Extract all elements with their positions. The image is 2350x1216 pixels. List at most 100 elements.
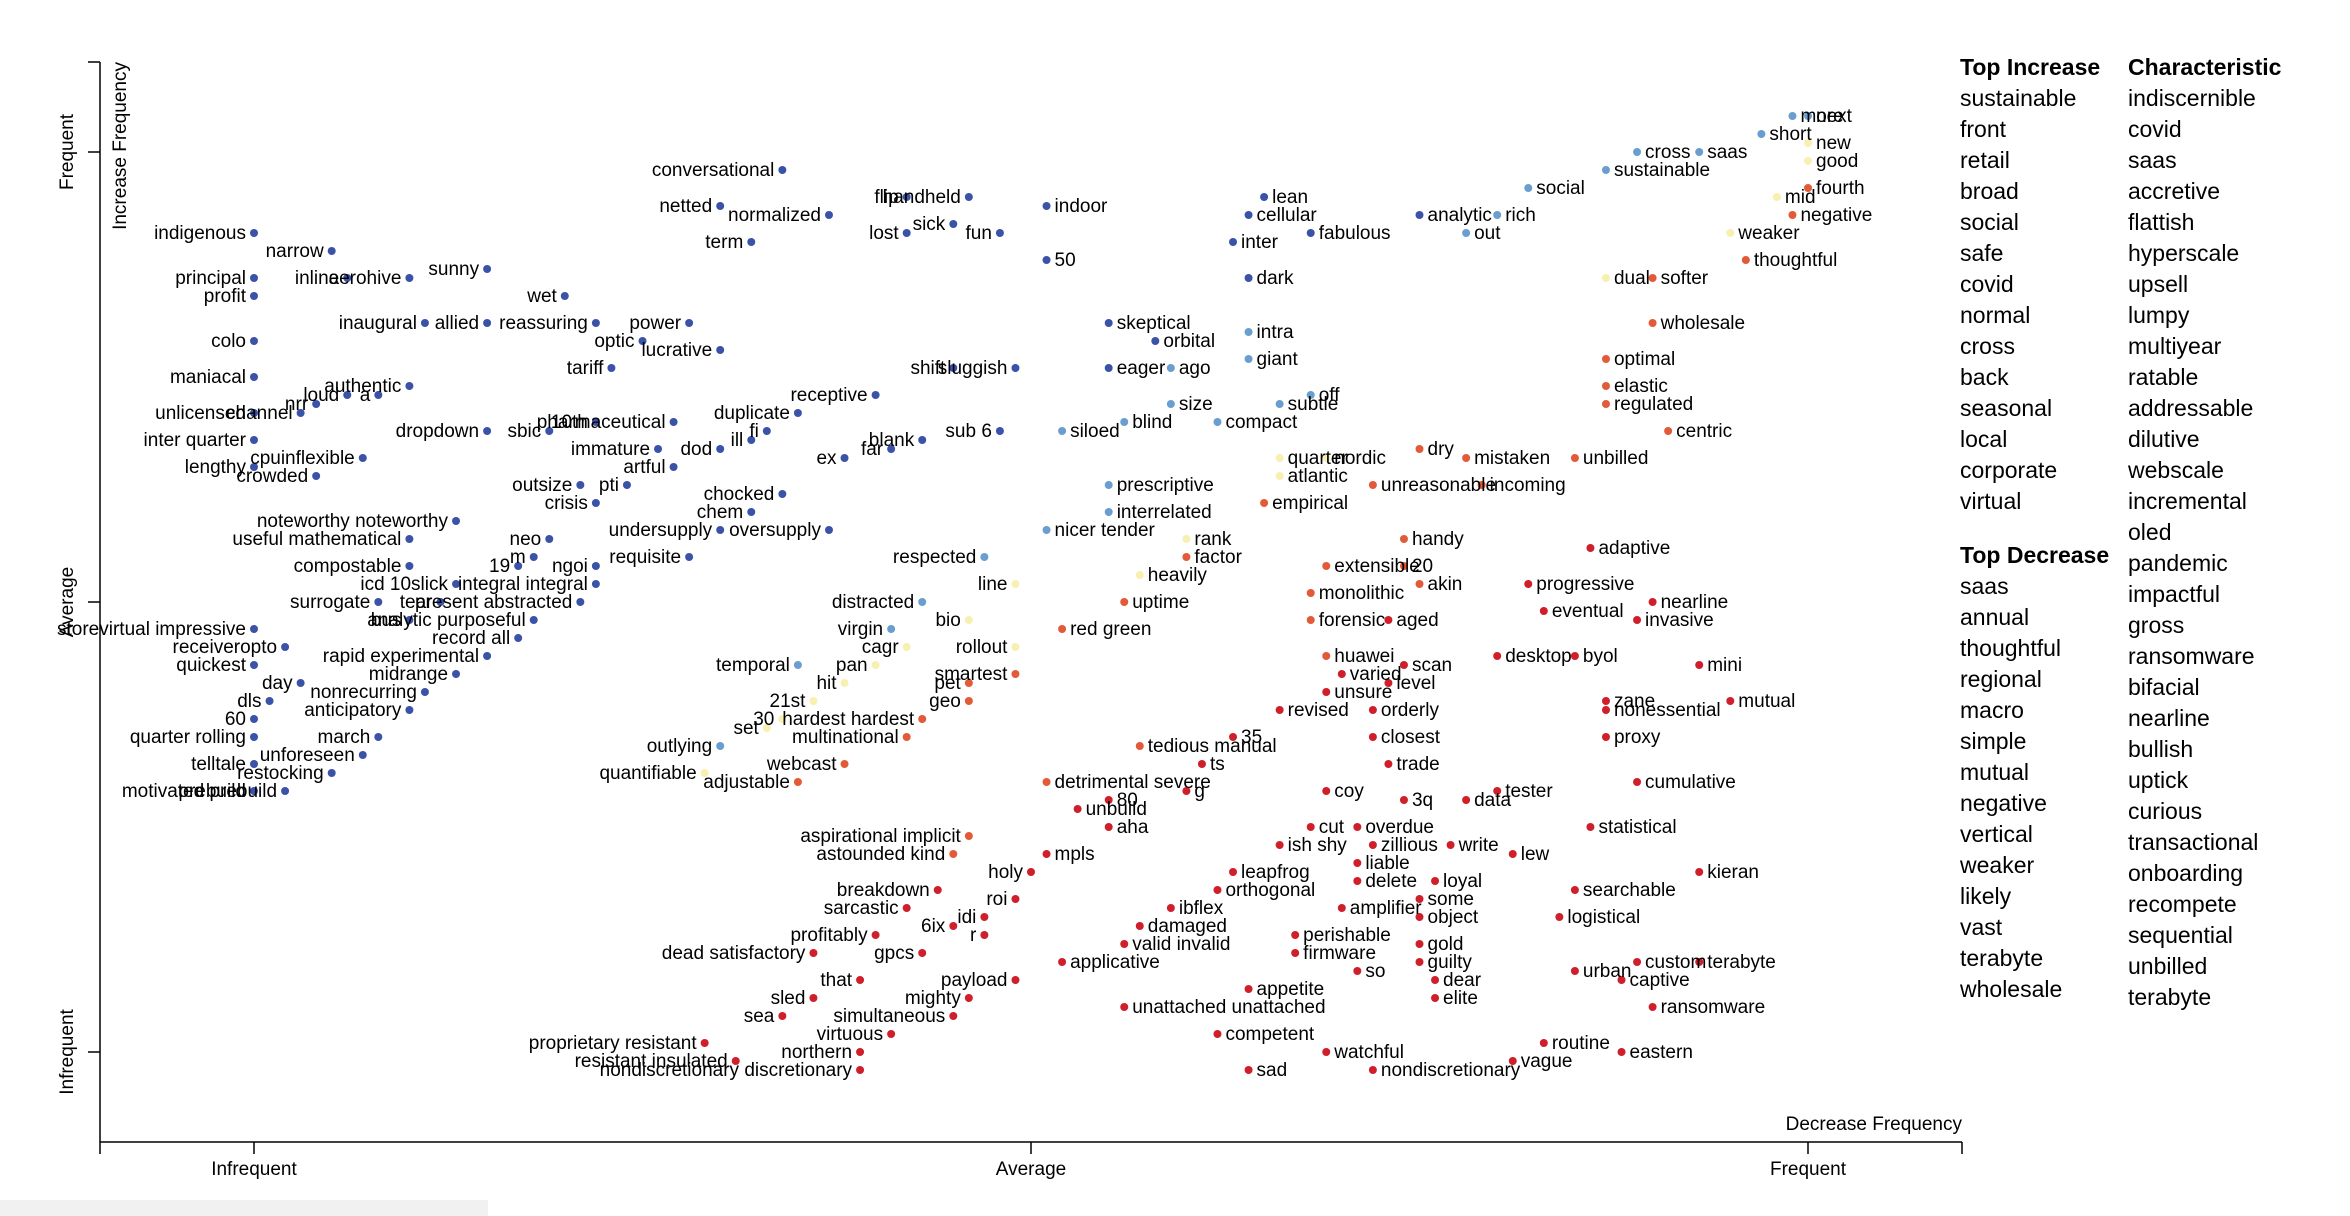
scatter-point[interactable]: [1508, 1057, 1517, 1065]
scatter-point[interactable]: [887, 445, 896, 453]
scatter-point[interactable]: [1399, 661, 1408, 669]
scatter-point[interactable]: [1431, 976, 1440, 984]
scatter-point[interactable]: [1462, 229, 1471, 237]
scatter-point[interactable]: [1322, 787, 1331, 795]
scatter-point[interactable]: [436, 598, 445, 606]
scatter-point[interactable]: [250, 292, 258, 300]
scatter-point[interactable]: [250, 409, 258, 417]
scatter-point[interactable]: [1695, 868, 1704, 876]
scatter-point[interactable]: [1042, 202, 1051, 210]
scatter-point[interactable]: [1415, 580, 1424, 588]
scatter-point[interactable]: [405, 274, 414, 282]
scatter-point[interactable]: [1104, 823, 1113, 831]
scatter-point[interactable]: [1601, 274, 1610, 282]
scatter-point[interactable]: [374, 598, 383, 606]
scatter-point[interactable]: [576, 481, 585, 489]
scatter-point[interactable]: [1260, 499, 1269, 507]
scatter-point[interactable]: [591, 562, 600, 570]
scatter-point[interactable]: [809, 994, 818, 1002]
scatter-point[interactable]: [809, 697, 818, 705]
scatter-point[interactable]: [933, 886, 942, 894]
scatter-point[interactable]: [856, 976, 865, 984]
scatter-point[interactable]: [1446, 841, 1455, 849]
scatter-point[interactable]: [964, 193, 973, 201]
scatter-point[interactable]: [405, 562, 414, 570]
scatter-point[interactable]: [964, 679, 973, 687]
scatter-point[interactable]: [716, 742, 725, 750]
scatter-point[interactable]: [1384, 616, 1393, 624]
scatter-point[interactable]: [1384, 679, 1393, 687]
scatter-point[interactable]: [374, 733, 383, 741]
scatter-point[interactable]: [1042, 526, 1051, 534]
scatter-point[interactable]: [1804, 112, 1812, 120]
scatter-point[interactable]: [1011, 643, 1020, 651]
scatter-point[interactable]: [1306, 391, 1315, 399]
scatter-point[interactable]: [1648, 319, 1657, 327]
scatter-point[interactable]: [1213, 1030, 1222, 1038]
scatter-point[interactable]: [669, 418, 678, 426]
scatter-point[interactable]: [1586, 544, 1595, 552]
scatter-point[interactable]: [1788, 211, 1797, 219]
scatter-point[interactable]: [1353, 967, 1362, 975]
scatter-point[interactable]: [980, 931, 989, 939]
scatter-point[interactable]: [1431, 877, 1440, 885]
scatter-point[interactable]: [856, 1048, 865, 1056]
scatter-point[interactable]: [856, 1066, 865, 1074]
scatter-point[interactable]: [1570, 967, 1579, 975]
scatter-point[interactable]: [1508, 850, 1517, 858]
scatter-point[interactable]: [1073, 805, 1082, 813]
scatter-point[interactable]: [452, 670, 461, 678]
scatter-point[interactable]: [778, 715, 787, 723]
scatter-point[interactable]: [871, 661, 880, 669]
scatter-point[interactable]: [1462, 454, 1471, 462]
scatter-point[interactable]: [1664, 427, 1673, 435]
scatter-point[interactable]: [1042, 850, 1051, 858]
scatter-point[interactable]: [250, 229, 258, 237]
scatter-point[interactable]: [591, 499, 600, 507]
scatter-point[interactable]: [1555, 913, 1564, 921]
scatter-point[interactable]: [685, 553, 694, 561]
scatter-point[interactable]: [1306, 616, 1315, 624]
scatter-point[interactable]: [1275, 706, 1284, 714]
scatter-point[interactable]: [1042, 778, 1051, 786]
scatter-point[interactable]: [1601, 733, 1610, 741]
scatter-point[interactable]: [1695, 661, 1704, 669]
scatter-point[interactable]: [1151, 337, 1160, 345]
scatter-point[interactable]: [250, 625, 258, 633]
scatter-point[interactable]: [1197, 760, 1206, 768]
scatter-point[interactable]: [250, 715, 258, 723]
scatter-point[interactable]: [902, 733, 911, 741]
scatter-point[interactable]: [1431, 994, 1440, 1002]
scatter-point[interactable]: [1120, 1003, 1129, 1011]
scatter-point[interactable]: [1027, 868, 1035, 876]
scatter-point[interactable]: [405, 706, 414, 714]
scatter-point[interactable]: [514, 562, 523, 570]
scatter-point[interactable]: [327, 769, 336, 777]
scatter-point[interactable]: [1337, 904, 1346, 912]
scatter-point[interactable]: [1570, 454, 1579, 462]
scatter-point[interactable]: [824, 526, 833, 534]
scatter-point[interactable]: [250, 733, 258, 741]
scatter-point[interactable]: [1648, 598, 1657, 606]
scatter-point[interactable]: [1695, 958, 1704, 966]
scatter-point[interactable]: [1275, 841, 1284, 849]
scatter-point[interactable]: [840, 679, 849, 687]
scatter-point[interactable]: [1337, 670, 1346, 678]
scatter-point[interactable]: [1368, 733, 1377, 741]
scatter-point[interactable]: [1368, 481, 1377, 489]
scatter-point[interactable]: [1741, 256, 1750, 264]
scatter-point[interactable]: [1493, 211, 1502, 219]
scatter-point[interactable]: [871, 391, 880, 399]
scatter-point[interactable]: [1058, 625, 1067, 633]
scatter-point[interactable]: [949, 850, 958, 858]
scatter-point[interactable]: [1415, 211, 1424, 219]
scatter-point[interactable]: [1291, 931, 1300, 939]
scatter-point[interactable]: [250, 436, 258, 444]
scatter-point[interactable]: [700, 1039, 709, 1047]
scatter-point[interactable]: [1166, 400, 1175, 408]
scatter-point[interactable]: [591, 319, 600, 327]
scatter-point[interactable]: [1182, 553, 1191, 561]
scatter-point[interactable]: [1633, 616, 1642, 624]
scatter-point[interactable]: [964, 697, 973, 705]
scatter-point[interactable]: [1244, 1066, 1253, 1074]
